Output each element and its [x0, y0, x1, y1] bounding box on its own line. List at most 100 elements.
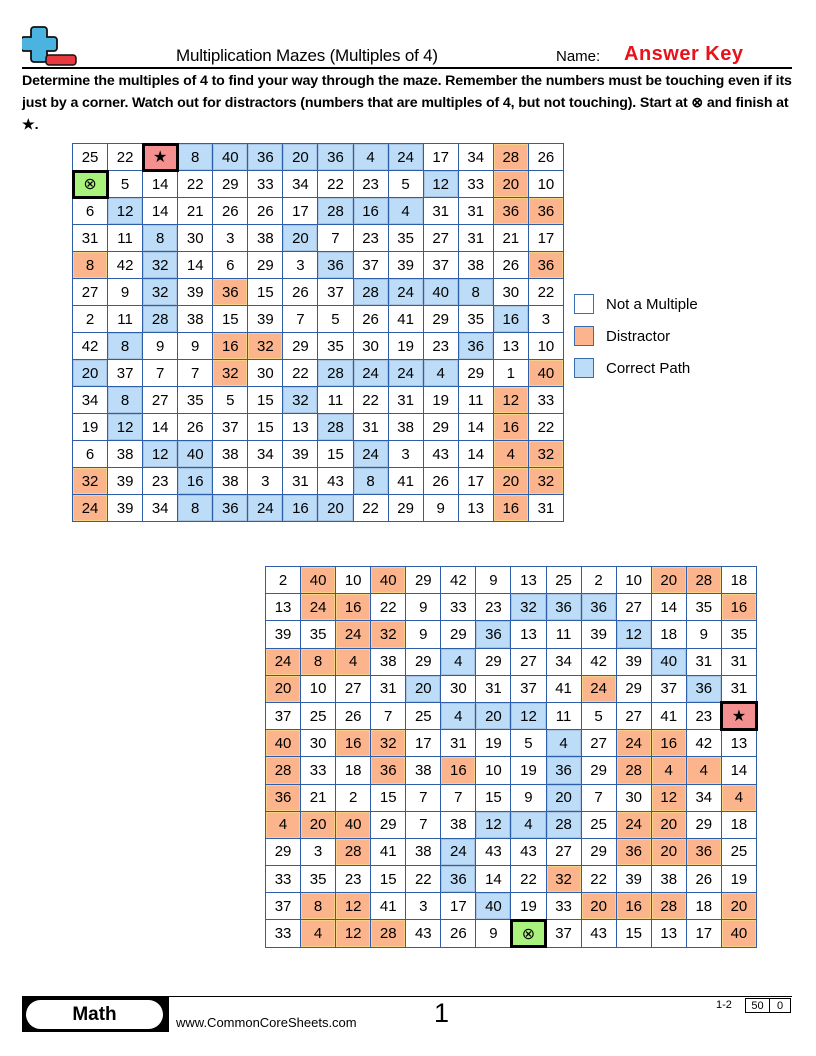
maze-cell-not-multiple[interactable]: 39 — [615, 647, 652, 676]
maze-cell-not-multiple[interactable]: 41 — [370, 892, 407, 921]
maze-cell-not-multiple[interactable]: 9 — [405, 593, 442, 622]
maze-cell-not-multiple[interactable]: 25 — [580, 810, 617, 839]
maze-cell-not-multiple[interactable]: 37 — [510, 674, 547, 703]
maze-cell-not-multiple[interactable]: 42 — [580, 647, 617, 676]
maze-cell-not-multiple[interactable]: 10 — [335, 565, 372, 595]
maze-cell-not-multiple[interactable]: 7 — [580, 783, 617, 812]
maze-cell-not-multiple[interactable]: 17 — [422, 143, 459, 171]
maze-cell-not-multiple[interactable]: 41 — [387, 305, 424, 333]
maze-cell-not-multiple[interactable]: 26 — [247, 197, 284, 225]
maze-cell-not-multiple[interactable]: 38 — [650, 865, 687, 894]
maze-cell-distractor[interactable]: 28 — [370, 919, 407, 948]
maze-cell-not-multiple[interactable]: 30 — [177, 224, 214, 252]
maze-cell-distractor[interactable]: 16 — [440, 756, 477, 785]
maze-cell-distractor[interactable]: 28 — [335, 837, 372, 867]
maze-cell-distractor[interactable]: 36 — [527, 197, 565, 225]
maze-cell-distractor[interactable]: 32 — [212, 359, 249, 387]
maze-cell-correct-path[interactable]: 20 — [71, 359, 109, 387]
maze-cell-not-multiple[interactable]: 5 — [212, 386, 249, 414]
maze-cell-not-multiple[interactable]: 33 — [527, 386, 565, 414]
maze-cell-not-multiple[interactable]: 31 — [720, 647, 758, 676]
maze-cell-correct-path[interactable]: 36 — [247, 143, 284, 171]
maze-cell-correct-path[interactable]: 36 — [212, 494, 249, 522]
maze-cell-distractor[interactable]: 12 — [650, 783, 687, 812]
maze-cell-not-multiple[interactable]: 14 — [457, 413, 494, 441]
maze-cell-not-multiple[interactable]: 33 — [264, 919, 302, 948]
maze-cell-not-multiple[interactable]: 15 — [370, 783, 407, 812]
maze-cell-distractor[interactable]: 20 — [650, 810, 687, 839]
maze-cell-not-multiple[interactable]: 19 — [510, 756, 547, 785]
maze-cell-not-multiple[interactable]: 29 — [370, 810, 407, 839]
maze-cell-not-multiple[interactable]: 18 — [685, 892, 722, 921]
maze-cell-not-multiple[interactable]: 3 — [247, 467, 284, 495]
maze-cell-not-multiple[interactable]: 29 — [440, 620, 477, 649]
maze-cell-not-multiple[interactable]: 34 — [545, 647, 582, 676]
maze-cell-not-multiple[interactable]: 23 — [475, 593, 512, 622]
maze-cell-not-multiple[interactable]: 29 — [247, 251, 284, 279]
maze-cell-not-multiple[interactable]: 27 — [580, 729, 617, 758]
maze-cell-not-multiple[interactable]: 38 — [405, 837, 442, 867]
maze-cell-correct-path[interactable]: 8 — [107, 386, 144, 414]
maze-cell-not-multiple[interactable]: 34 — [142, 494, 179, 522]
maze-cell-distractor[interactable]: 4 — [720, 783, 758, 812]
maze-cell-not-multiple[interactable]: 26 — [422, 467, 459, 495]
maze-cell-not-multiple[interactable]: 39 — [107, 467, 144, 495]
maze-cell-not-multiple[interactable]: 15 — [212, 305, 249, 333]
maze-cell-correct-path[interactable]: 8 — [107, 332, 144, 360]
maze-cell-not-multiple[interactable]: 1 — [492, 359, 529, 387]
maze-cell-not-multiple[interactable]: 31 — [370, 674, 407, 703]
maze-cell-distractor[interactable]: 36 — [264, 783, 302, 812]
maze-cell-not-multiple[interactable]: 22 — [352, 494, 389, 522]
maze-cell-not-multiple[interactable]: 27 — [335, 674, 372, 703]
maze-cell-not-multiple[interactable]: 31 — [387, 386, 424, 414]
maze-cell-not-multiple[interactable]: 13 — [510, 620, 547, 649]
finish-cell[interactable]: ★ — [720, 701, 758, 731]
maze-cell-not-multiple[interactable]: 22 — [352, 386, 389, 414]
maze-cell-not-multiple[interactable]: 30 — [352, 332, 389, 360]
maze-cell-not-multiple[interactable]: 29 — [615, 674, 652, 703]
maze-cell-correct-path[interactable]: 4 — [440, 701, 477, 731]
maze-cell-distractor[interactable]: 32 — [71, 467, 109, 495]
start-cell[interactable]: ⊗ — [71, 169, 109, 199]
maze-cell-not-multiple[interactable]: 15 — [370, 865, 407, 894]
maze-cell-not-multiple[interactable]: 14 — [650, 593, 687, 622]
maze-cell-distractor[interactable]: 24 — [71, 494, 109, 522]
maze-cell-correct-path[interactable]: 24 — [387, 278, 424, 306]
maze-cell-not-multiple[interactable]: 37 — [352, 251, 389, 279]
maze-cell-not-multiple[interactable]: 29 — [580, 837, 617, 867]
maze-cell-not-multiple[interactable]: 6 — [71, 197, 109, 225]
maze-cell-not-multiple[interactable]: 39 — [282, 440, 319, 468]
maze-cell-distractor[interactable]: 32 — [370, 620, 407, 649]
maze-cell-not-multiple[interactable]: 41 — [545, 674, 582, 703]
maze-cell-distractor[interactable]: 20 — [720, 892, 758, 921]
maze-cell-not-multiple[interactable]: 42 — [107, 251, 144, 279]
maze-cell-not-multiple[interactable]: 29 — [405, 647, 442, 676]
maze-cell-correct-path[interactable]: 36 — [317, 251, 354, 279]
maze-cell-correct-path[interactable]: 32 — [510, 593, 547, 622]
maze-cell-not-multiple[interactable]: 37 — [650, 674, 687, 703]
maze-cell-not-multiple[interactable]: 9 — [475, 565, 512, 595]
maze-cell-not-multiple[interactable]: 10 — [527, 170, 565, 198]
maze-cell-not-multiple[interactable]: 25 — [300, 701, 337, 731]
maze-cell-not-multiple[interactable]: 5 — [580, 701, 617, 731]
maze-cell-distractor[interactable]: 24 — [335, 620, 372, 649]
maze-cell-correct-path[interactable]: 24 — [387, 143, 424, 171]
maze-cell-not-multiple[interactable]: 7 — [405, 783, 442, 812]
maze-cell-not-multiple[interactable]: 9 — [177, 332, 214, 360]
maze-cell-not-multiple[interactable]: 39 — [177, 278, 214, 306]
maze-cell-not-multiple[interactable]: 17 — [440, 892, 477, 921]
maze-cell-not-multiple[interactable]: 19 — [422, 386, 459, 414]
maze-cell-not-multiple[interactable]: 26 — [685, 865, 722, 894]
maze-cell-distractor[interactable]: 32 — [370, 729, 407, 758]
maze-cell-correct-path[interactable]: 24 — [440, 837, 477, 867]
maze-cell-not-multiple[interactable]: 33 — [264, 865, 302, 894]
maze-cell-distractor[interactable]: 36 — [370, 756, 407, 785]
maze-cell-not-multiple[interactable]: 41 — [370, 837, 407, 867]
maze-cell-not-multiple[interactable]: 6 — [71, 440, 109, 468]
maze-cell-not-multiple[interactable]: 30 — [247, 359, 284, 387]
maze-cell-not-multiple[interactable]: 37 — [422, 251, 459, 279]
maze-cell-not-multiple[interactable]: 43 — [317, 467, 354, 495]
maze-cell-not-multiple[interactable]: 27 — [71, 278, 109, 306]
maze-cell-distractor[interactable]: 28 — [492, 143, 529, 171]
maze-cell-distractor[interactable]: 4 — [650, 756, 687, 785]
